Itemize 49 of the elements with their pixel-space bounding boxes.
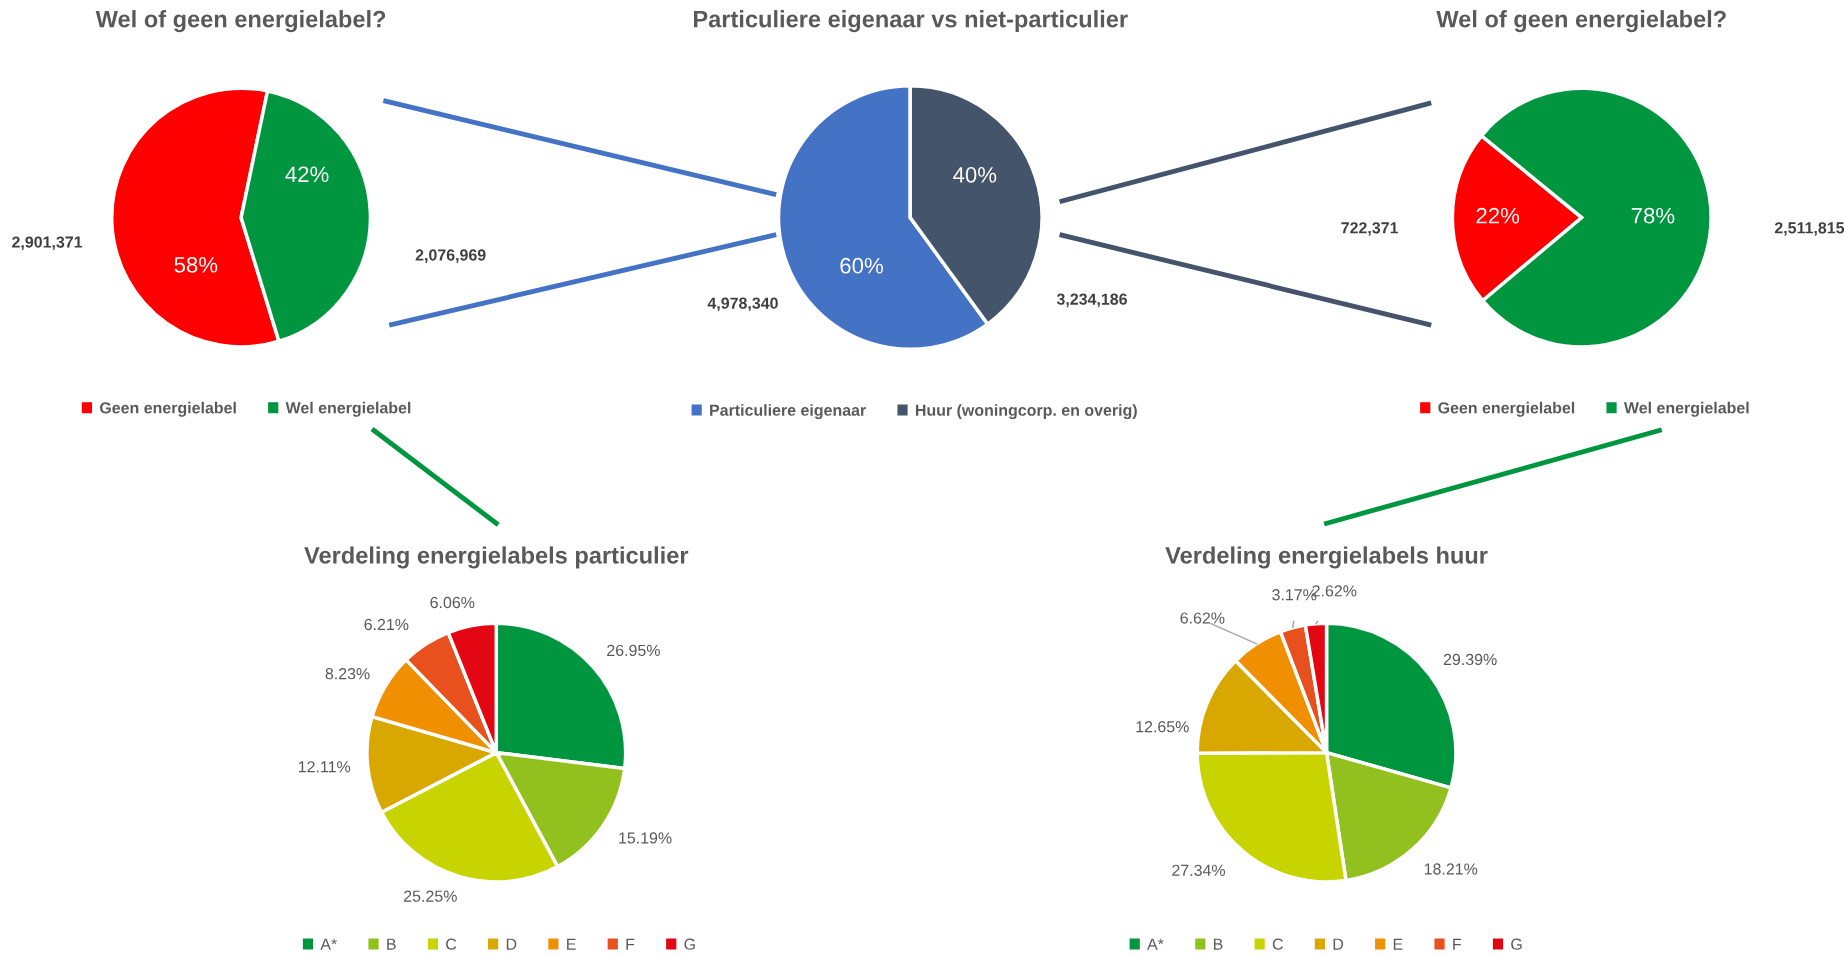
data-label: 60% — [840, 257, 883, 274]
legend-label: G — [684, 938, 695, 950]
legend-label: A* — [1147, 938, 1164, 950]
data-label: 29.39% — [1443, 653, 1497, 666]
data-label: 40% — [953, 166, 997, 183]
data-label: 22% — [1476, 207, 1520, 224]
legend-label: C — [1272, 938, 1283, 950]
data-label: 25.25% — [404, 890, 457, 902]
data-label: 78% — [1631, 207, 1675, 224]
legend-label: Wel energielabel — [1623, 401, 1749, 417]
chart-title: Particuliere eigenaar vs niet-particulier — [694, 10, 1128, 33]
text: 2,076,969 — [415, 249, 486, 263]
data-label: 18.21% — [1424, 863, 1478, 875]
chart-title: Verdeling energielabels particulier — [304, 546, 689, 569]
legend-label: Geen energielabel — [99, 401, 236, 417]
legend-label: G — [1511, 938, 1522, 950]
legend-label: B — [387, 938, 396, 950]
legend-label: Particuliere eigenaar — [710, 404, 866, 420]
data-label: 6.06% — [430, 596, 475, 609]
legend-label: Wel energielabel — [285, 401, 411, 417]
legend-label: D — [1333, 938, 1344, 950]
data-label: 15.19% — [619, 832, 672, 844]
legend-label: F — [1453, 938, 1462, 950]
legend-label: C — [446, 938, 457, 950]
text: 4,978,340 — [707, 297, 778, 312]
data-label: 42% — [285, 166, 329, 183]
text: 2,901,371 — [12, 236, 83, 251]
text: 3,234,186 — [1056, 293, 1127, 308]
legend-label: Huur (woningcorp. en overig) — [915, 404, 1137, 420]
text: 2,511,815 — [1774, 222, 1844, 236]
text: 722,371 — [1341, 222, 1399, 236]
data-label: 6.62% — [1180, 612, 1225, 624]
data-label: 12.11% — [298, 761, 351, 773]
data-label: 27.34% — [1172, 864, 1225, 876]
legend-label: E — [1393, 938, 1403, 950]
legend-label: B — [1213, 938, 1223, 950]
legend-label: A* — [320, 938, 337, 950]
chart-title: Wel of geen energielabel? — [1436, 10, 1726, 33]
chart-title: Wel of geen energielabel? — [95, 10, 386, 33]
data-label: 58% — [174, 256, 218, 273]
data-label: 26.95% — [607, 644, 660, 657]
legend-label: Geen energielabel — [1438, 401, 1575, 417]
data-label: 12.65% — [1136, 721, 1189, 733]
data-label: 8.23% — [325, 668, 370, 680]
legend-label: E — [567, 938, 576, 950]
legend-label: D — [506, 938, 517, 950]
chart-title: Verdeling energielabels huur — [1165, 546, 1488, 569]
legend-label: F — [626, 938, 635, 950]
data-label: 6.21% — [364, 618, 409, 631]
